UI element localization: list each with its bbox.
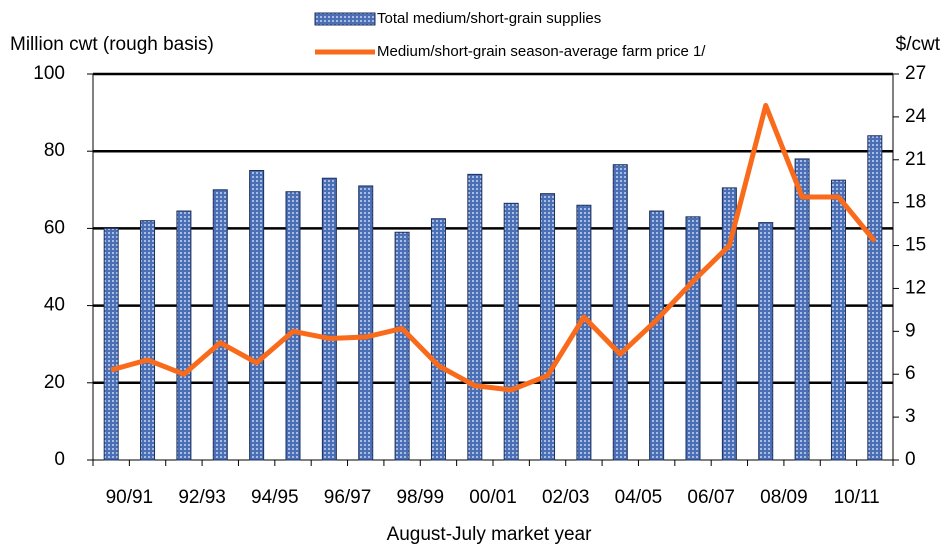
legend-label: Medium/short-grain season-average farm p…	[377, 43, 706, 60]
bar	[103, 227, 119, 461]
y-tick-label: 100	[33, 63, 65, 84]
y2-tick-label: 0	[905, 449, 916, 470]
bar	[649, 210, 665, 461]
bar	[176, 210, 192, 461]
y-tick-label: 0	[54, 449, 65, 470]
y-tick-label: 40	[44, 295, 65, 316]
bar	[758, 222, 774, 461]
y2-tick-label: 15	[905, 235, 926, 256]
bar	[212, 189, 228, 461]
bar	[285, 191, 301, 461]
x-tick-label: 04/05	[615, 487, 663, 508]
legend-label: Total medium/short-grain supplies	[377, 10, 601, 27]
x-tick-label: 90/91	[106, 487, 154, 508]
bar	[721, 187, 737, 461]
bar	[467, 173, 483, 461]
bar	[430, 218, 446, 461]
x-axis-title: August-July market year	[387, 524, 593, 545]
y2-tick-label: 12	[905, 277, 926, 298]
bar	[249, 170, 265, 461]
y-tick-label: 20	[44, 372, 65, 393]
y2-axis-title: $/cwt	[896, 34, 941, 55]
bar	[394, 231, 410, 461]
bar	[576, 204, 592, 461]
x-tick-label: 92/93	[178, 487, 226, 508]
bar	[540, 193, 556, 461]
bar	[140, 220, 156, 461]
legend-swatch	[314, 12, 376, 26]
bar	[867, 135, 883, 461]
y2-tick-label: 27	[905, 63, 926, 84]
y-axis-title: Million cwt (rough basis)	[10, 34, 214, 55]
y2-tick-label: 9	[905, 320, 916, 341]
x-tick-label: 08/09	[760, 487, 808, 508]
bar	[612, 164, 628, 461]
bar	[685, 216, 701, 461]
y-tick-label: 60	[44, 217, 65, 238]
x-tick-label: 10/11	[834, 487, 880, 508]
bar	[794, 158, 810, 461]
y2-tick-label: 18	[905, 192, 926, 213]
y2-tick-label: 24	[905, 106, 927, 127]
y-tick-label: 80	[44, 140, 65, 161]
x-tick-label: 06/07	[687, 487, 735, 508]
bar	[321, 177, 337, 461]
x-tick-label: 98/99	[396, 487, 444, 508]
x-tick-label: 94/95	[251, 487, 299, 508]
y2-tick-label: 21	[905, 149, 926, 170]
bar	[830, 179, 846, 461]
y2-tick-label: 3	[905, 406, 916, 427]
x-tick-label: 00/01	[469, 487, 517, 508]
bar	[503, 202, 519, 461]
x-tick-label: 96/97	[324, 487, 372, 508]
x-tick-label: 02/03	[542, 487, 590, 508]
y2-tick-label: 6	[905, 363, 916, 384]
bar	[358, 185, 374, 461]
line	[110, 102, 877, 393]
